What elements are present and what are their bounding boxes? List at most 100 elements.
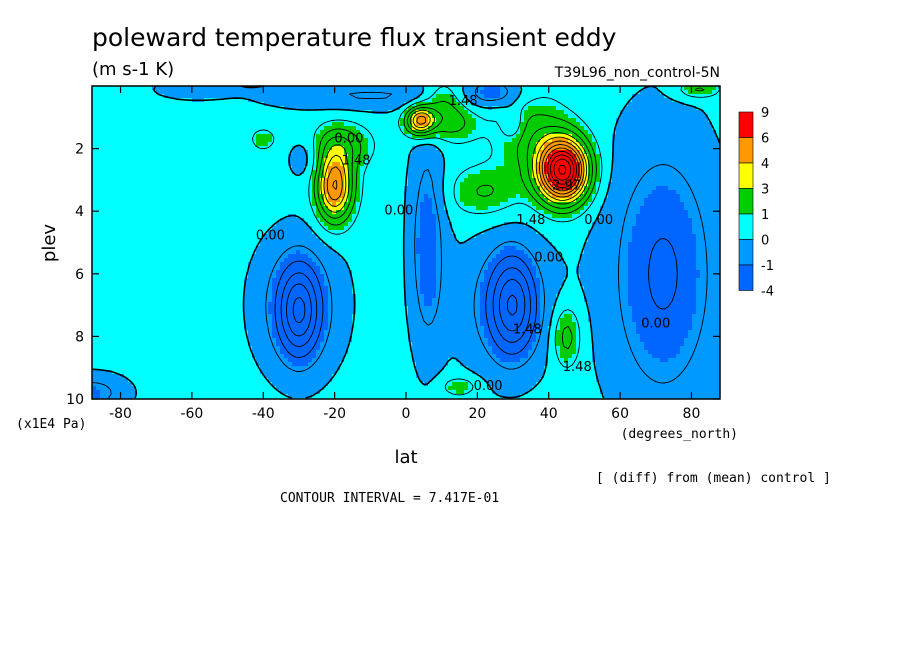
field-cell [144, 158, 149, 163]
field-cell [500, 198, 505, 203]
field-cell [480, 94, 485, 99]
field-cell [632, 90, 637, 95]
field-cell [296, 122, 301, 127]
field-cell [232, 170, 237, 175]
field-cell [228, 106, 233, 111]
field-cell [648, 178, 653, 183]
field-cell [488, 162, 493, 167]
field-cell [620, 170, 625, 175]
field-cell [412, 170, 417, 175]
field-cell [460, 90, 465, 95]
field-cell [280, 210, 285, 215]
field-cell [452, 198, 457, 203]
field-cell [584, 86, 589, 91]
field-cell [588, 186, 593, 191]
field-cell [196, 142, 201, 147]
field-cell [284, 110, 289, 115]
field-cell [308, 98, 313, 103]
field-cell [220, 90, 225, 95]
field-cell [228, 86, 233, 91]
field-cell [304, 134, 309, 139]
field-cell [160, 90, 165, 95]
field-cell [596, 126, 601, 131]
field-cell [132, 130, 137, 135]
field-cell [384, 194, 389, 199]
field-cell [300, 122, 305, 127]
field-cell [340, 138, 345, 143]
field-cell [700, 106, 705, 111]
field-cell [292, 118, 297, 123]
field-cell [492, 110, 497, 115]
field-cell [552, 122, 557, 127]
field-cell [160, 138, 165, 143]
field-cell [396, 202, 401, 207]
field-cell [336, 158, 341, 163]
field-cell [576, 190, 581, 195]
field-cell [288, 186, 293, 191]
field-cell [480, 210, 485, 215]
field-cell [376, 210, 381, 215]
field-cell [440, 170, 445, 175]
field-cell [452, 126, 457, 131]
field-cell [384, 138, 389, 143]
field-cell [420, 134, 425, 139]
field-cell [512, 178, 517, 183]
field-cell [676, 130, 681, 135]
field-cell [352, 162, 357, 167]
field-cell [656, 182, 661, 187]
field-cell [348, 202, 353, 207]
field-cell [416, 142, 421, 147]
field-cell [248, 202, 253, 207]
field-cell [176, 174, 181, 179]
field-cell [484, 90, 489, 95]
field-cell [564, 162, 569, 167]
field-cell [176, 158, 181, 163]
field-cell [384, 182, 389, 187]
field-cell [636, 86, 641, 91]
field-cell [232, 166, 237, 171]
field-cell [496, 182, 501, 187]
field-cell [500, 210, 505, 215]
field-cell [480, 142, 485, 147]
field-cell [536, 98, 541, 103]
field-cell [492, 126, 497, 131]
field-cell [480, 134, 485, 139]
field-cell [592, 94, 597, 99]
field-cell [316, 170, 321, 175]
field-cell [536, 198, 541, 203]
field-cell [388, 126, 393, 131]
field-cell [440, 198, 445, 203]
field-cell [144, 190, 149, 195]
field-cell [480, 162, 485, 167]
field-cell [404, 170, 409, 175]
field-cell [368, 146, 373, 151]
field-cell [424, 166, 429, 171]
field-cell [220, 130, 225, 135]
field-cell [508, 86, 513, 91]
field-cell [328, 90, 333, 95]
field-cell [292, 98, 297, 103]
field-cell [568, 174, 573, 179]
field-cell [444, 166, 449, 171]
field-cell [676, 158, 681, 163]
field-cell [264, 206, 269, 211]
field-cell [500, 146, 505, 151]
field-cell [312, 126, 317, 131]
field-cell [668, 170, 673, 175]
field-cell [608, 150, 613, 155]
field-cell [152, 142, 157, 147]
field-cell [560, 106, 565, 111]
field-cell [256, 126, 261, 131]
field-cell [92, 126, 97, 131]
field-cell [244, 106, 249, 111]
field-cell [684, 86, 689, 91]
field-cell [100, 170, 105, 175]
field-cell [352, 146, 357, 151]
field-cell [488, 206, 493, 211]
field-cell [352, 186, 357, 191]
field-cell [136, 90, 141, 95]
field-cell [420, 186, 425, 191]
field-cell [388, 190, 393, 195]
field-cell [556, 94, 561, 99]
field-cell [100, 186, 105, 191]
